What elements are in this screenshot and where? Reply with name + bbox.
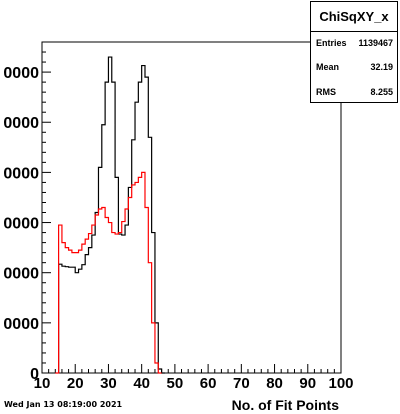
histogram-bin — [108, 223, 111, 373]
histogram-bin — [122, 222, 125, 373]
x-axis: 10 20 30 40 50 60 70 80 90 100 — [34, 364, 354, 392]
stats-value: 8.255 — [370, 87, 393, 97]
histogram-bin — [69, 267, 72, 373]
histogram-bin — [105, 82, 108, 373]
histogram-bin — [75, 273, 78, 373]
x-tick-label: 50 — [167, 375, 184, 392]
histogram-bin — [95, 215, 98, 373]
histogram-bin — [105, 218, 108, 373]
stats-label: Mean — [316, 62, 340, 72]
stats-row-mean: Mean 32.19 — [316, 62, 393, 78]
histogram-bin — [95, 213, 98, 373]
histogram-bin — [138, 82, 141, 373]
y-tick-label: 0000 — [3, 115, 39, 132]
series-line — [55, 171, 162, 374]
histogram-bin — [118, 234, 121, 373]
histogram-bin — [92, 235, 95, 373]
stats-label: RMS — [316, 87, 336, 97]
x-tick-label: 100 — [328, 375, 353, 392]
y-tick-label: 0000 — [3, 266, 39, 283]
x-tick-label: 90 — [299, 375, 316, 392]
y-tick-label: 0000 — [3, 65, 39, 82]
histogram-bin — [65, 267, 68, 373]
timestamp: Wed Jan 13 08:19:00 2021 — [4, 400, 123, 409]
histogram-bin — [108, 57, 111, 373]
x-tick-label: 80 — [266, 375, 283, 392]
series-line — [58, 56, 165, 374]
stats-row-rms: RMS 8.255 — [316, 87, 393, 103]
histogram-series — [55, 56, 165, 374]
histogram-bin — [69, 250, 72, 373]
histogram-bin — [135, 182, 138, 373]
histogram-bin — [135, 102, 138, 373]
series-1 — [55, 171, 162, 374]
histogram-bin — [115, 234, 118, 373]
histogram-bin — [132, 185, 135, 373]
x-axis-label: No. of Fit Points — [232, 397, 340, 413]
stats-box: ChiSqXY_x Entries 1139467 Mean 32.19 RMS… — [310, 1, 398, 103]
histogram-bin — [112, 233, 115, 373]
x-tick-label: 30 — [100, 375, 117, 392]
histogram-bin — [102, 208, 105, 374]
stats-row-entries: Entries 1139467 — [316, 38, 393, 54]
y-tick-label: 0000 — [3, 216, 39, 233]
x-tick-label: 20 — [67, 375, 84, 392]
histogram-bin — [79, 269, 82, 373]
histogram-bin — [125, 225, 128, 373]
histogram-bin — [122, 235, 125, 373]
histogram-bin — [62, 266, 65, 373]
histogram-bin — [85, 255, 88, 373]
stats-value: 1139467 — [358, 38, 393, 48]
histogram-bin — [89, 248, 92, 373]
histogram-bin — [72, 267, 75, 373]
x-tick-label: 70 — [233, 375, 250, 392]
x-tick-label: 10 — [34, 375, 51, 392]
histogram-bin — [138, 177, 141, 373]
y-tick-label: 0 — [30, 366, 39, 383]
x-tick-label: 40 — [133, 375, 150, 392]
stats-title: ChiSqXY_x — [311, 2, 397, 32]
histogram-bin — [142, 66, 145, 373]
histogram-bin — [82, 265, 85, 373]
y-tick-label: 0000 — [3, 165, 39, 182]
plot-frame — [41, 41, 342, 374]
histogram-bin — [98, 209, 101, 373]
x-tick-label: 60 — [200, 375, 217, 392]
histogram-bin — [118, 233, 121, 373]
series-0 — [58, 56, 165, 374]
stats-label: Entries — [316, 38, 347, 48]
histogram-bin — [62, 243, 65, 373]
y-tick-label: 0000 — [3, 316, 39, 333]
stats-value: 32.19 — [370, 62, 393, 72]
